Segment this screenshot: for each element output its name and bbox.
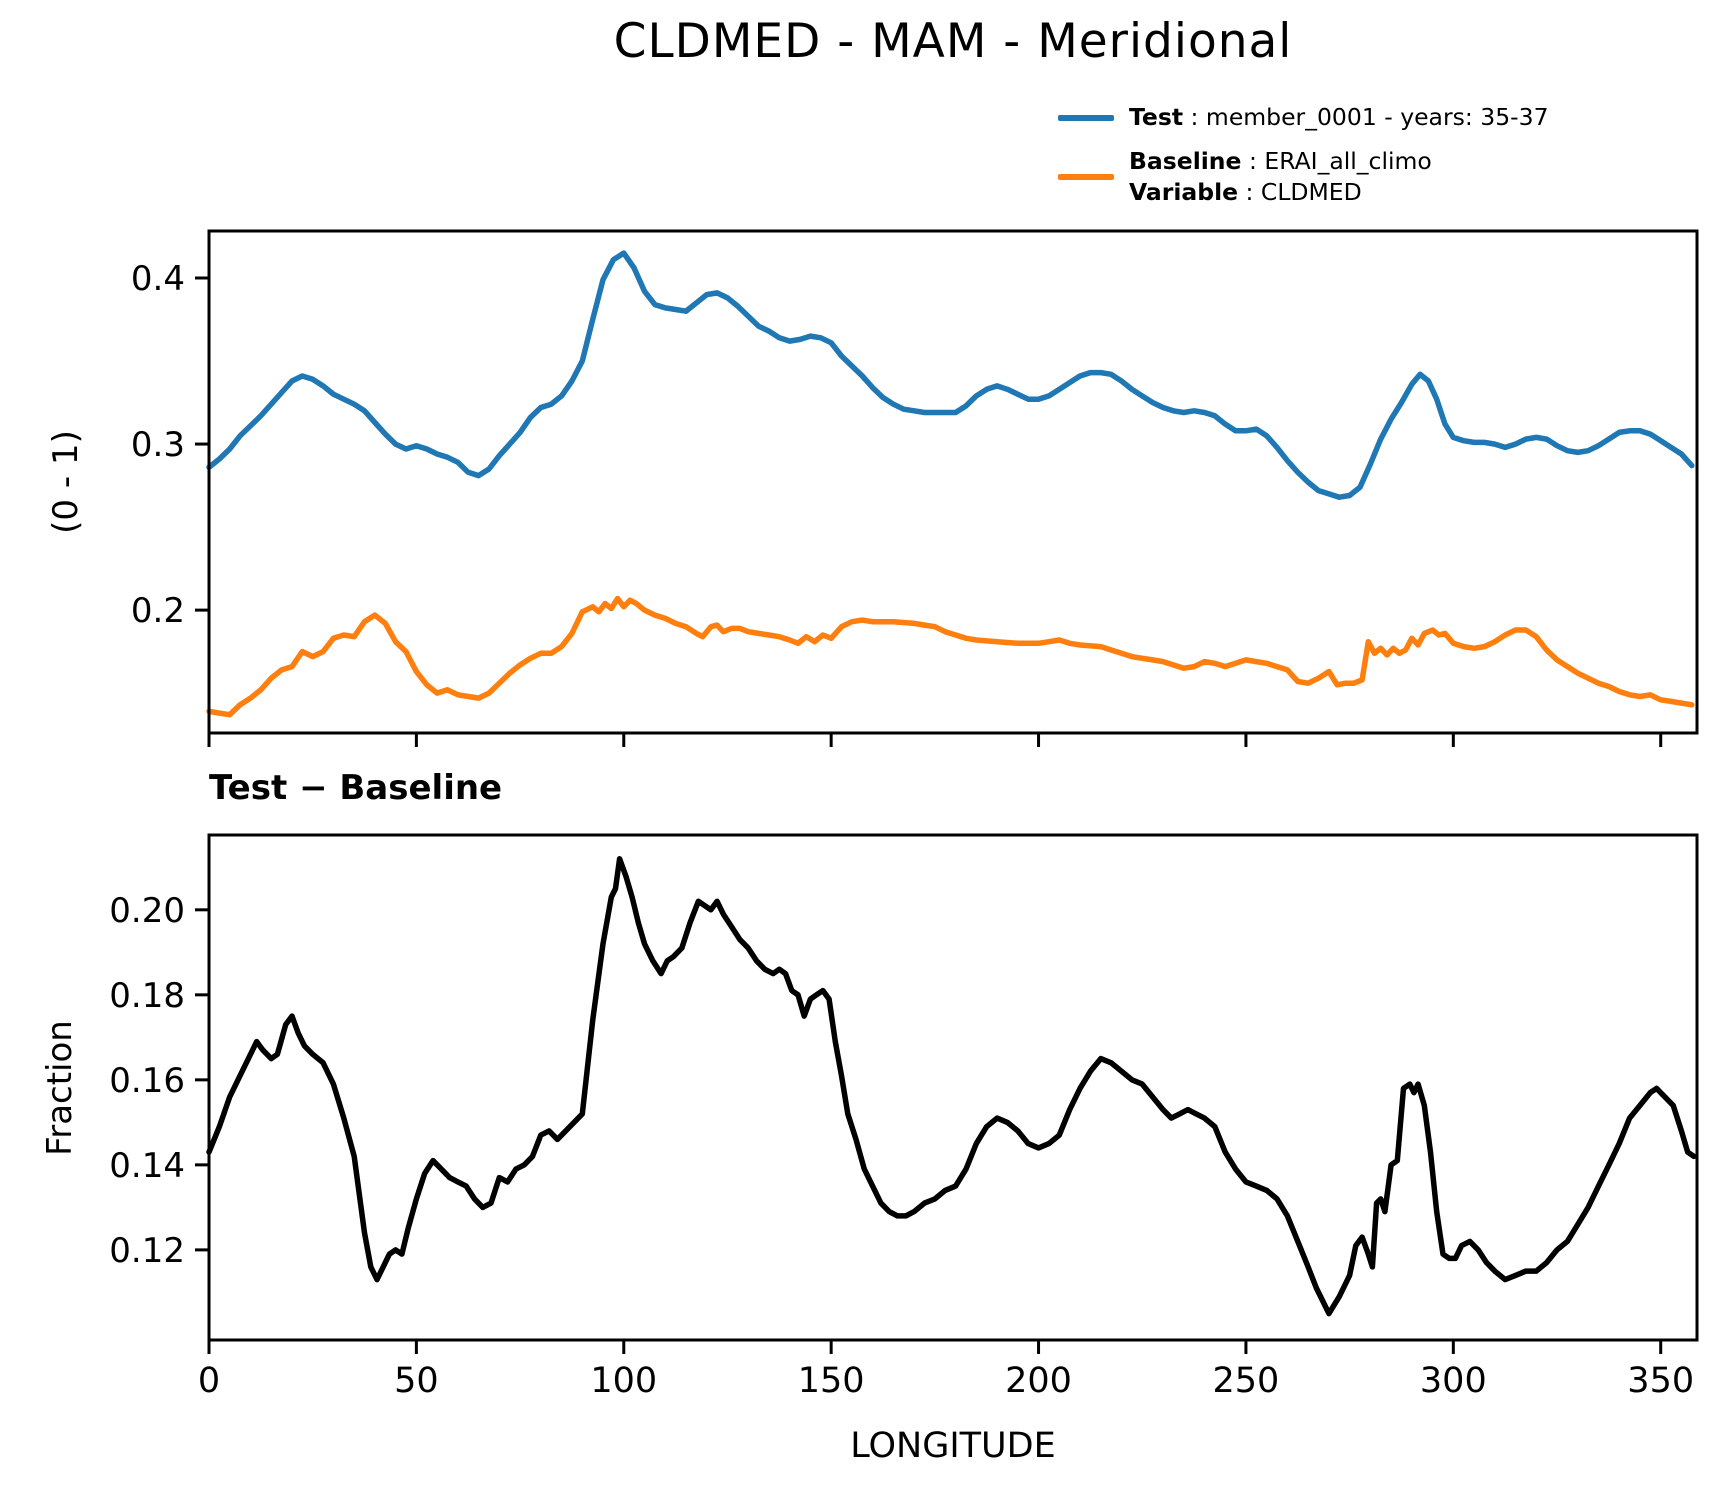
x-tick-label: 200	[1005, 1361, 1072, 1401]
x-tick-label: 350	[1627, 1361, 1694, 1401]
legend-baseline-label: Baseline	[1129, 147, 1242, 176]
top-plot-frame	[207, 229, 1699, 735]
x-tick-label: 250	[1213, 1361, 1280, 1401]
legend-baseline-text: Baseline : ERAI_all_climo Variable : CLD…	[1129, 146, 1432, 208]
y-tick-label: 0.14	[109, 1146, 185, 1186]
y-tick-label: 0.3	[131, 425, 185, 465]
x-axis-label: LONGITUDE	[850, 1426, 1056, 1466]
x-tick-label: 150	[798, 1361, 865, 1401]
legend-variable-value: : CLDMED	[1238, 178, 1362, 207]
x-tick-label: 300	[1420, 1361, 1487, 1401]
legend-baseline-value: : ERAI_all_climo	[1241, 147, 1432, 176]
bottom-plot-ylabel: Fraction	[40, 1020, 80, 1156]
legend-baseline-row: Baseline : ERAI_all_climo	[1129, 146, 1432, 177]
y-tick-label: 0.4	[131, 259, 185, 299]
legend-test-value: : member_0001 - years: 35-37	[1183, 103, 1549, 131]
diff-plot-title: Test − Baseline	[209, 768, 503, 808]
bottom-plot-frame	[207, 833, 1699, 1342]
chart-title: CLDMED - MAM - Meridional	[613, 14, 1293, 69]
legend-variable-row: Variable : CLDMED	[1129, 177, 1432, 208]
legend-test-text: Test : member_0001 - years: 35-37	[1129, 102, 1549, 133]
baseline-line-swatch	[1058, 174, 1114, 181]
y-tick-label: 0.18	[109, 976, 185, 1016]
x-tick-label: 100	[590, 1361, 657, 1401]
legend: Test : member_0001 - years: 35-37 Baseli…	[1058, 102, 1549, 208]
x-tick-label: 50	[394, 1361, 439, 1401]
legend-item-baseline: Baseline : ERAI_all_climo Variable : CLD…	[1058, 146, 1549, 208]
legend-test-label: Test	[1129, 103, 1184, 131]
y-tick-label: 0.16	[109, 1061, 185, 1101]
diff-line	[206, 856, 1697, 1317]
test-line	[206, 250, 1695, 500]
x-tick-label: 0	[198, 1361, 220, 1401]
y-tick-label: 0.12	[109, 1231, 185, 1271]
top-plot-ylabel: (0 - 1)	[46, 430, 86, 534]
legend-variable-label: Variable	[1129, 178, 1239, 207]
legend-item-test: Test : member_0001 - years: 35-37	[1058, 102, 1549, 133]
baseline-line	[206, 595, 1695, 718]
test-line-swatch	[1058, 114, 1114, 121]
y-tick-label: 0.2	[131, 591, 185, 631]
y-tick-label: 0.20	[109, 891, 185, 931]
